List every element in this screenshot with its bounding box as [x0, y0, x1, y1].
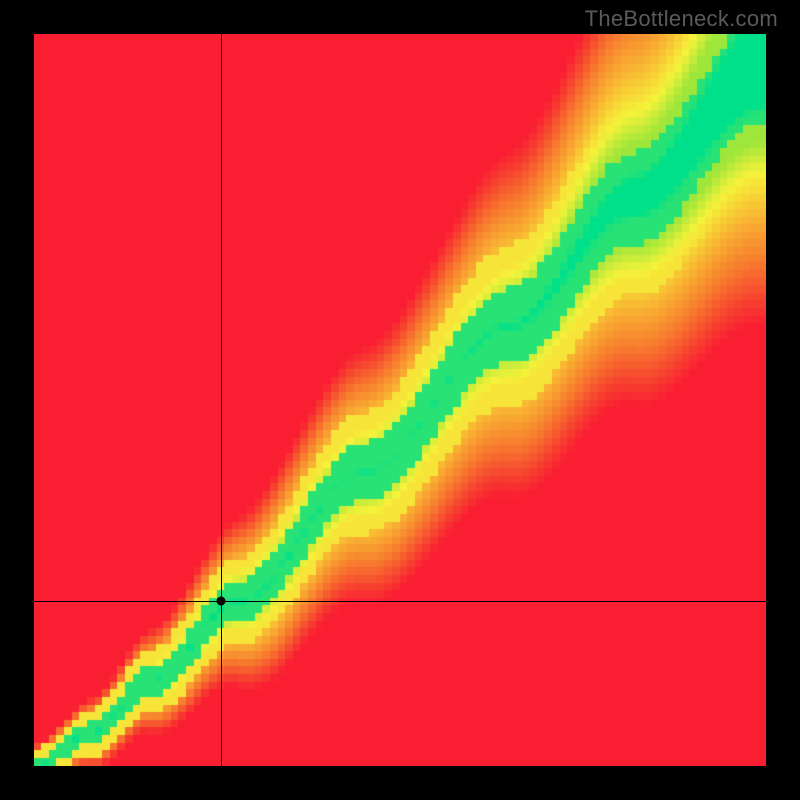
bottleneck-heatmap-canvas	[34, 34, 766, 766]
plot-area	[34, 34, 766, 766]
crosshair-horizontal	[34, 601, 766, 602]
selection-marker	[216, 597, 225, 606]
watermark-text: TheBottleneck.com	[585, 6, 778, 32]
crosshair-vertical	[221, 34, 222, 766]
